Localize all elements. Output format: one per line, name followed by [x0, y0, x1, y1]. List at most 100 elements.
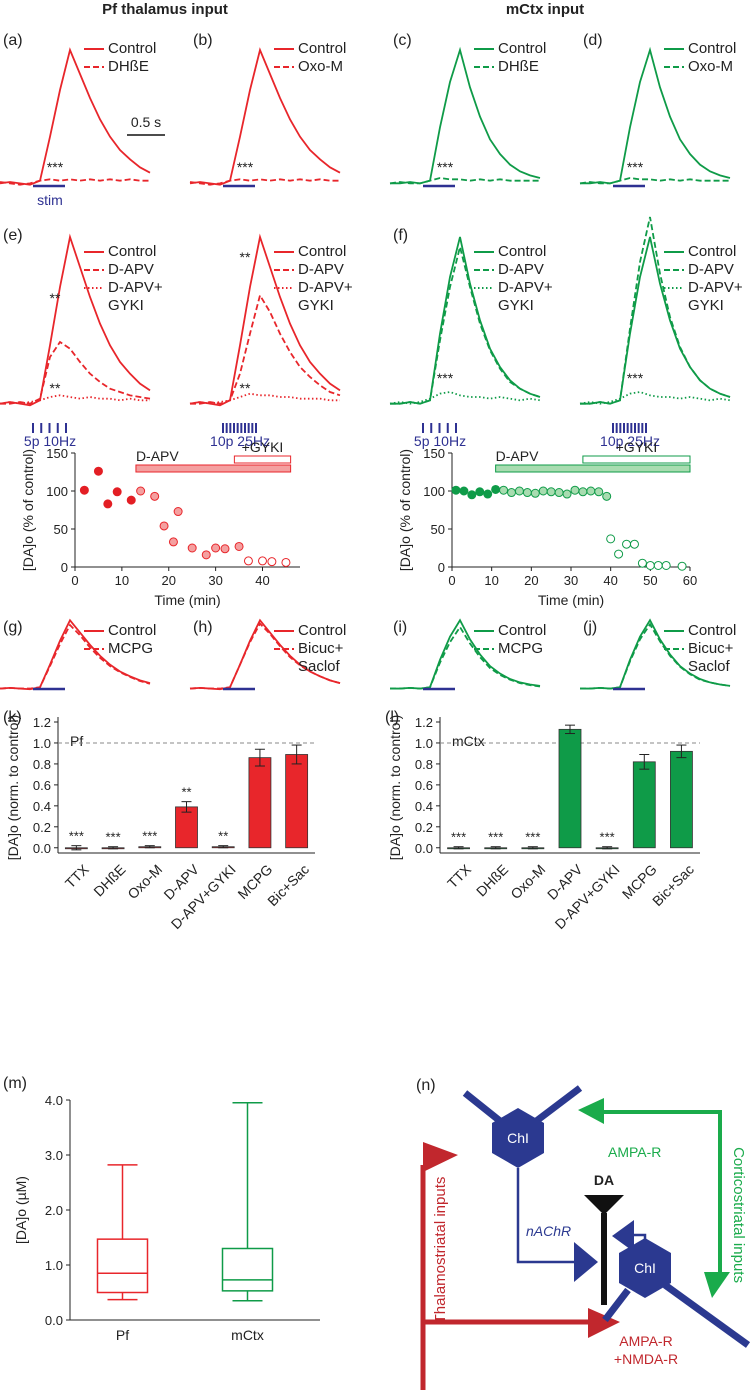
- header: mCtx input: [506, 1, 584, 18]
- cell-label: ChI: [634, 1260, 656, 1276]
- x-tick-label: 0: [448, 573, 455, 588]
- bar: [285, 754, 309, 849]
- legend-entry: Control: [472, 40, 546, 58]
- legend-label: Control: [108, 40, 157, 57]
- x-tick-label: 30: [208, 573, 222, 588]
- y-axis-label: [DA]o (norm. to control): [5, 715, 21, 861]
- trace-line: [189, 622, 341, 690]
- x-tick-label: 10: [484, 573, 498, 588]
- legend-label: D-APV+ GYKI: [498, 279, 553, 314]
- data-point: [459, 486, 469, 496]
- legend-entry: Control: [272, 243, 360, 261]
- significance: ***: [69, 829, 84, 844]
- legend-label: Control: [688, 40, 737, 57]
- legend-entry: Control: [272, 40, 346, 58]
- legend-swatch: [664, 251, 684, 253]
- x-axis-label: Time (min): [154, 592, 220, 608]
- x-tick-label: TTX: [444, 861, 474, 891]
- panel-label: (k): [3, 709, 22, 726]
- x-tick-label: 10: [115, 573, 129, 588]
- error-bar: [676, 744, 687, 759]
- legend-label: Oxo-M: [688, 58, 733, 75]
- legend: Control MCPG: [82, 622, 156, 658]
- error-bar: [218, 845, 229, 849]
- dendrite: [602, 1287, 631, 1323]
- legend: Control Bicuc+ Saclof: [272, 622, 360, 676]
- legend-label: D-APV+ GYKI: [108, 279, 163, 314]
- significance: ***: [488, 830, 503, 845]
- data-point: [562, 489, 572, 499]
- y-tick-label: 0.6: [415, 778, 433, 793]
- y-tick-label: 0.2: [33, 820, 51, 835]
- diagram: (n) ChI AMPA-R nAChR DA ChI AMPA-R +NMDA…: [416, 1077, 751, 1390]
- trace-line: [189, 392, 340, 405]
- treatment-label: +GYKI: [242, 439, 284, 455]
- x-tick-label: 0: [71, 573, 78, 588]
- error-bar: [453, 846, 464, 850]
- legend-label: Oxo-M: [298, 58, 343, 75]
- error-bar: [254, 748, 265, 767]
- x-tick-label: 30: [564, 573, 578, 588]
- significance: ***: [451, 830, 466, 845]
- trace-line: [0, 623, 151, 690]
- panel-label: (f): [393, 227, 408, 244]
- trace-line: [0, 233, 151, 407]
- y-tick-label: 1.0: [45, 1258, 63, 1273]
- panel-label: (c): [393, 32, 412, 49]
- legend-swatch: [84, 630, 104, 632]
- legend-entry: D-APV: [82, 261, 170, 279]
- y-tick-label: 0.4: [415, 799, 433, 814]
- legend-swatch: [84, 48, 104, 50]
- data-point: [136, 486, 146, 496]
- trace-line: [390, 246, 541, 405]
- legend-entry: D-APV+ GYKI: [82, 279, 170, 315]
- y-tick-label: 150: [46, 446, 68, 461]
- box: [221, 1247, 274, 1292]
- treatment-label: D-APV: [136, 448, 179, 464]
- legend-swatch: [664, 287, 684, 289]
- legend-label: Control: [108, 622, 157, 639]
- x-tick-label: Oxo-M: [124, 861, 165, 902]
- legend-label: Control: [498, 40, 547, 57]
- legend-entry: D-APV+ GYKI: [662, 279, 750, 315]
- data-point: [93, 466, 103, 476]
- legend-label: Control: [298, 40, 347, 57]
- treatment-bar: [582, 455, 691, 464]
- x-tick-label: Pf: [116, 1327, 129, 1343]
- legend-label: MCPG: [498, 640, 543, 657]
- legend-entry: Bicuc+ Saclof: [662, 640, 750, 676]
- legend-swatch: [474, 287, 494, 289]
- data-point: [499, 485, 509, 495]
- legend-entry: D-APV+ GYKI: [272, 279, 360, 315]
- data-point: [637, 558, 647, 568]
- panel-label: (a): [3, 32, 23, 49]
- synapse: [578, 1098, 604, 1124]
- stim-label: stim: [37, 192, 63, 208]
- trace-line: [390, 625, 541, 690]
- legend-swatch: [474, 630, 494, 632]
- data-point: [483, 489, 493, 499]
- data-point: [187, 543, 197, 553]
- y-tick-label: 1.2: [415, 715, 433, 730]
- y-axis-label: [DA]o (µM): [13, 1176, 29, 1244]
- y-tick-label: 3.0: [45, 1148, 63, 1163]
- treatment-label: +GYKI: [616, 439, 658, 455]
- panel-label: (g): [3, 619, 23, 636]
- bar: [558, 728, 582, 849]
- legend-entry: D-APV+ GYKI: [472, 279, 560, 315]
- significance: ***: [437, 159, 454, 175]
- data-point: [661, 560, 671, 570]
- y-tick-label: 0.6: [33, 778, 51, 793]
- data-point: [586, 486, 596, 496]
- data-point: [112, 487, 122, 497]
- legend-label: D-APV+ GYKI: [688, 279, 743, 314]
- receptor-label: nAChR: [526, 1223, 571, 1239]
- data-point: [234, 541, 244, 551]
- data-point: [211, 543, 221, 553]
- legend-entry: DHßE: [82, 58, 156, 76]
- y-tick-label: 1.0: [33, 736, 51, 751]
- legend-swatch: [274, 48, 294, 50]
- significance: **: [240, 380, 251, 396]
- error-bar: [527, 846, 538, 850]
- data-point: [645, 560, 655, 570]
